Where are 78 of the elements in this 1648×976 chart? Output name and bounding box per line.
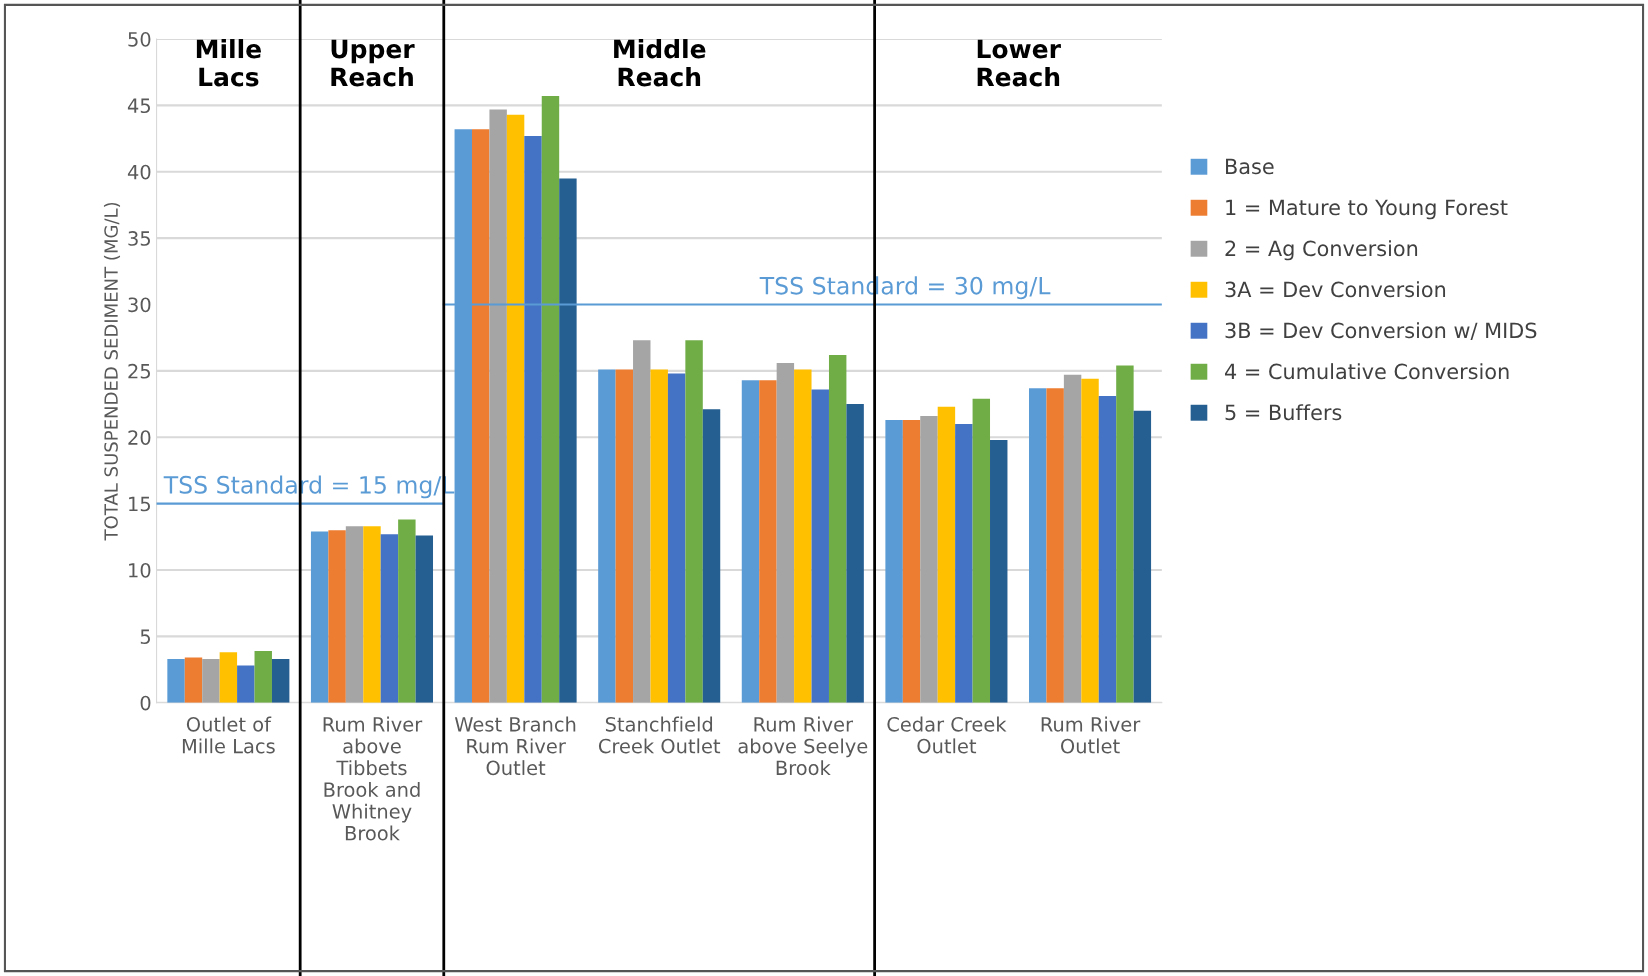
- bar: [828, 354, 847, 703]
- bar: [254, 650, 272, 703]
- x-tick-label: Rum River above Seelye Brook: [738, 716, 868, 776]
- bar: [846, 404, 864, 703]
- bar: [328, 530, 346, 703]
- bar: [920, 416, 938, 703]
- bar: [811, 389, 829, 703]
- y-tick-label: 40: [127, 164, 151, 180]
- y-tick-label: 45: [127, 98, 150, 114]
- bar: [1098, 396, 1117, 703]
- bar: [702, 409, 721, 703]
- legend-label: 4 = Cumulative Conversion: [1224, 363, 1509, 380]
- y-tick-label: 5: [140, 629, 150, 645]
- bar: [1081, 378, 1099, 703]
- annotation: Upper Reach: [331, 39, 415, 87]
- bar: [506, 114, 525, 703]
- legend-label: 2 = Ag Conversion: [1225, 240, 1418, 261]
- bar: [398, 519, 416, 703]
- bar: [1029, 388, 1047, 703]
- y-axis-title: TOTAL SUSPENDED SEDIMENT (MG/L): [103, 202, 121, 541]
- x-tick-label: Rum River Outlet: [1041, 716, 1141, 754]
- bar: [1063, 374, 1082, 703]
- bar: [237, 665, 255, 703]
- y-tick-label: 10: [129, 562, 151, 578]
- bar: [184, 657, 203, 703]
- legend-label: 1 = Mature to Young Forest: [1226, 199, 1508, 220]
- legend-label: Base: [1226, 158, 1274, 175]
- bar: [685, 340, 703, 703]
- bar: [776, 362, 795, 703]
- bar: [1046, 388, 1064, 703]
- bar: [990, 439, 1008, 703]
- bar: [271, 658, 290, 703]
- bar: [471, 129, 490, 703]
- bar: [598, 369, 616, 703]
- y-tick-label: 30: [128, 297, 151, 313]
- x-tick-label: Cedar Creek Outlet: [887, 716, 1007, 754]
- bar: [310, 531, 329, 703]
- bar: [1116, 365, 1134, 703]
- y-tick-label: 0: [140, 695, 151, 711]
- bar: [167, 658, 185, 703]
- annotation: Middle Reach: [614, 39, 706, 87]
- y-tick-label: 15: [129, 496, 150, 512]
- legend-label: 5 = Buffers: [1225, 404, 1342, 421]
- bar: [741, 380, 760, 703]
- bar: [902, 419, 921, 703]
- y-tick-label: 50: [128, 32, 151, 47]
- x-tick-label: West Branch Rum River Outlet: [454, 716, 576, 776]
- bar: [759, 380, 777, 703]
- x-tick-label: Outlet of Mille Lacs: [182, 716, 275, 754]
- legend-label: 3A = Dev Conversion: [1225, 281, 1446, 298]
- bar: [885, 419, 903, 703]
- bar: [524, 135, 542, 703]
- x-tick-label: Rum River above Tibbets Brook and Whitney Brook: [323, 716, 423, 841]
- bar: [363, 526, 381, 703]
- annotation: Lower Reach: [977, 39, 1061, 87]
- bar: [380, 534, 399, 703]
- bar: [489, 109, 507, 703]
- y-tick-label: 25: [128, 363, 150, 379]
- bar: [202, 658, 220, 703]
- bar: [219, 652, 238, 703]
- y-tick-label: 35: [128, 231, 150, 246]
- bar: [972, 398, 991, 703]
- bar: [937, 406, 956, 703]
- bar: [667, 373, 686, 703]
- bar: [1133, 410, 1152, 703]
- bar: [415, 535, 434, 703]
- x-tick-label: Stanchfield Creek Outlet: [598, 716, 721, 754]
- bar: [955, 423, 973, 703]
- bar: [650, 369, 668, 703]
- bar: [615, 369, 634, 703]
- annotation: Mille Lacs: [196, 39, 261, 87]
- bar: [345, 526, 364, 703]
- bar: [541, 96, 560, 703]
- bar: [794, 369, 812, 703]
- bar: [633, 340, 651, 703]
- bar: [559, 178, 577, 703]
- y-tick-label: 20: [128, 430, 151, 445]
- legend-label: 3B = Dev Conversion w/ MIDS: [1225, 322, 1537, 340]
